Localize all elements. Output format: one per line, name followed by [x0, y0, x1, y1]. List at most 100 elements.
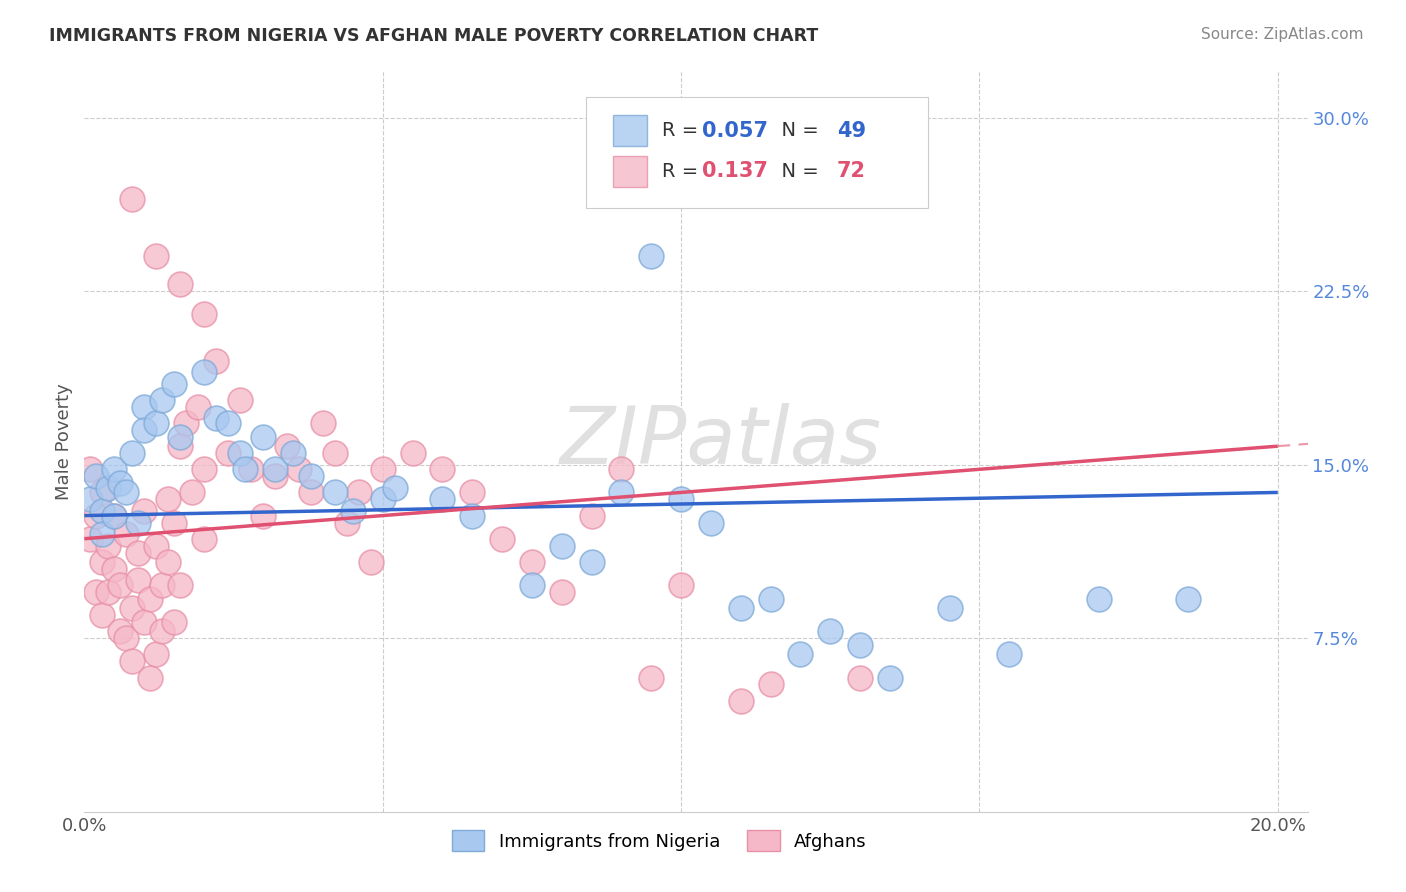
Point	[491, 532, 513, 546]
Point	[91, 504, 114, 518]
Point	[150, 578, 173, 592]
Point	[640, 250, 662, 264]
Point	[169, 439, 191, 453]
Point	[169, 277, 191, 292]
Point	[169, 578, 191, 592]
Point	[139, 671, 162, 685]
Point	[79, 462, 101, 476]
Point	[323, 446, 346, 460]
Point	[121, 654, 143, 668]
Text: N =: N =	[769, 121, 825, 140]
Point	[551, 585, 574, 599]
Point	[276, 439, 298, 453]
Point	[581, 555, 603, 569]
Point	[103, 562, 125, 576]
Text: 0.137: 0.137	[702, 161, 768, 181]
Point	[132, 423, 155, 437]
Point	[228, 446, 250, 460]
Y-axis label: Male Poverty: Male Poverty	[55, 384, 73, 500]
Point	[97, 539, 120, 553]
Text: IMMIGRANTS FROM NIGERIA VS AFGHAN MALE POVERTY CORRELATION CHART: IMMIGRANTS FROM NIGERIA VS AFGHAN MALE P…	[49, 27, 818, 45]
Point	[127, 516, 149, 530]
Bar	[613, 115, 647, 146]
Point	[103, 508, 125, 523]
Point	[79, 532, 101, 546]
Point	[299, 485, 322, 500]
Point	[371, 492, 394, 507]
Point	[91, 608, 114, 623]
Point	[759, 677, 782, 691]
Point	[127, 574, 149, 588]
Point	[103, 508, 125, 523]
Point	[150, 392, 173, 407]
FancyBboxPatch shape	[586, 97, 928, 209]
Point	[132, 615, 155, 629]
Point	[193, 307, 215, 321]
Point	[115, 631, 138, 645]
Point	[145, 416, 167, 430]
Text: ZIPatlas: ZIPatlas	[560, 402, 882, 481]
Point	[139, 591, 162, 606]
Point	[342, 504, 364, 518]
Point	[103, 462, 125, 476]
Point	[97, 585, 120, 599]
Point	[669, 492, 692, 507]
Point	[115, 527, 138, 541]
Point	[156, 492, 179, 507]
Point	[1087, 591, 1109, 606]
Point	[640, 671, 662, 685]
Point	[145, 250, 167, 264]
Point	[759, 591, 782, 606]
Point	[252, 430, 274, 444]
Point	[520, 578, 543, 592]
Point	[610, 462, 633, 476]
Point	[789, 648, 811, 662]
Point	[150, 624, 173, 639]
Point	[384, 481, 406, 495]
Text: 49: 49	[837, 120, 866, 141]
Point	[938, 601, 960, 615]
Text: Source: ZipAtlas.com: Source: ZipAtlas.com	[1201, 27, 1364, 42]
Point	[217, 416, 239, 430]
Text: 0.057: 0.057	[702, 120, 768, 141]
Point	[132, 504, 155, 518]
Point	[401, 446, 423, 460]
Point	[91, 485, 114, 500]
Point	[818, 624, 841, 639]
Point	[1177, 591, 1199, 606]
Text: N =: N =	[769, 161, 825, 181]
Point	[108, 578, 131, 592]
Point	[235, 462, 257, 476]
Point	[336, 516, 359, 530]
Text: 72: 72	[837, 161, 866, 181]
Text: R =: R =	[662, 121, 704, 140]
Point	[180, 485, 202, 500]
Point	[730, 601, 752, 615]
Point	[121, 192, 143, 206]
Point	[174, 416, 197, 430]
Point	[347, 485, 370, 500]
Point	[145, 648, 167, 662]
Point	[187, 400, 209, 414]
Point	[551, 539, 574, 553]
Point	[193, 532, 215, 546]
Point	[163, 516, 186, 530]
Point	[163, 376, 186, 391]
Point	[79, 492, 101, 507]
Point	[700, 516, 723, 530]
Point	[998, 648, 1021, 662]
Bar	[613, 156, 647, 186]
Point	[217, 446, 239, 460]
Point	[204, 353, 226, 368]
Point	[132, 400, 155, 414]
Point	[371, 462, 394, 476]
Point	[283, 446, 305, 460]
Point	[115, 485, 138, 500]
Point	[879, 671, 901, 685]
Point	[193, 462, 215, 476]
Point	[84, 469, 107, 483]
Point	[121, 601, 143, 615]
Point	[288, 462, 311, 476]
Point	[127, 545, 149, 560]
Point	[108, 476, 131, 491]
